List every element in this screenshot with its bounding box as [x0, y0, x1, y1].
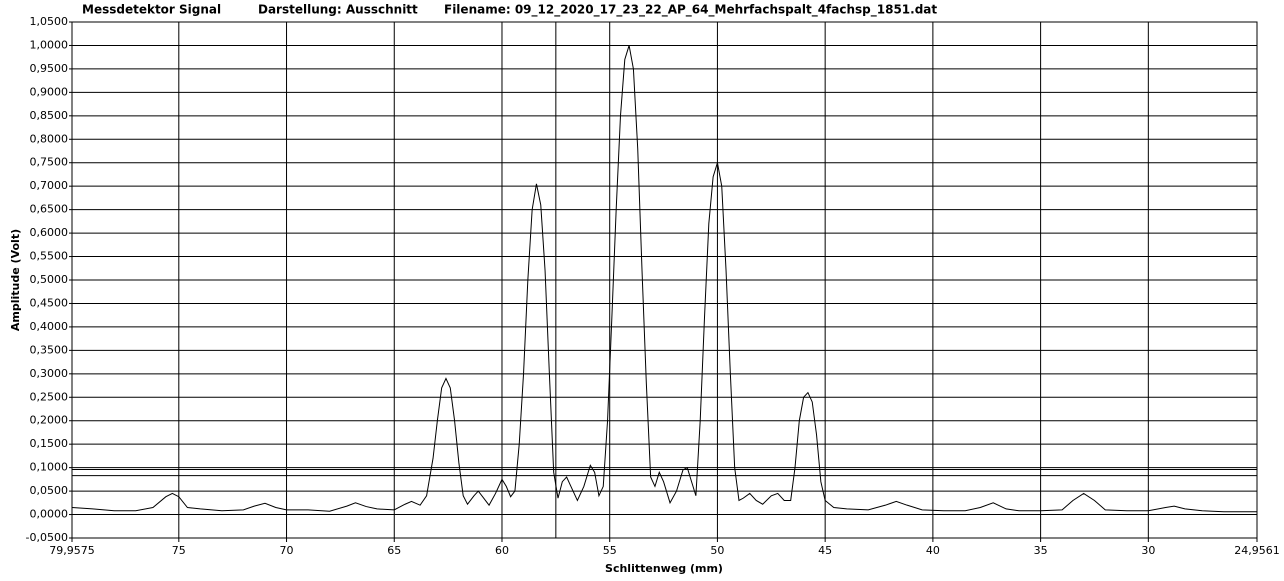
y-tick-label: 0,4000 [30, 320, 69, 333]
y-tick-label: 0,3000 [30, 367, 69, 380]
x-tick-label: 30 [1141, 544, 1155, 557]
y-tick-label: 0,7500 [30, 156, 69, 169]
chart-subtitle: Darstellung: Ausschnitt [258, 3, 418, 17]
y-tick-label: 0,0500 [30, 484, 69, 497]
y-tick-label: 0,0000 [30, 508, 69, 521]
y-tick-label: 0,9500 [30, 62, 69, 75]
y-tick-label: 0,8000 [30, 132, 69, 145]
y-tick-label: 0,8500 [30, 109, 69, 122]
x-tick-label: 75 [172, 544, 186, 557]
x-tick-label: 35 [1034, 544, 1048, 557]
y-tick-label: 0,3500 [30, 343, 69, 356]
y-tick-label: 0,9000 [30, 85, 69, 98]
y-tick-label: 0,5500 [30, 250, 69, 263]
y-tick-label: 1,0500 [30, 15, 69, 28]
x-tick-label: 60 [495, 544, 509, 557]
x-tick-label: 40 [926, 544, 940, 557]
x-tick-label: 79,9575 [49, 544, 95, 557]
plot-frame [71, 21, 1258, 539]
y-tick-label: 0,4500 [30, 296, 69, 309]
y-tick-label: 0,6500 [30, 203, 69, 216]
y-tick-label: 0,7000 [30, 179, 69, 192]
chart-title: Messdetektor Signal [82, 3, 221, 17]
y-axis-label: Amplitude (Volt) [9, 229, 22, 331]
x-axis-label: Schlittenweg (mm) [605, 562, 723, 575]
y-tick-label: 1,0000 [30, 38, 69, 51]
x-tick-label: 24,9561 [1234, 544, 1280, 557]
y-tick-label: 0,2000 [30, 414, 69, 427]
x-tick-label: 65 [387, 544, 401, 557]
y-tick-label: 0,6000 [30, 226, 69, 239]
x-tick-label: 50 [710, 544, 724, 557]
x-tick-label: 55 [603, 544, 617, 557]
y-tick-label: 0,2500 [30, 390, 69, 403]
x-tick-label: 70 [280, 544, 294, 557]
y-tick-label: 0,1000 [30, 461, 69, 474]
y-tick-label: -0,0500 [26, 531, 68, 544]
y-tick-label: 0,1500 [30, 437, 69, 450]
filename: Filename: 09_12_2020_17_23_22_AP_64_Mehr… [444, 3, 937, 18]
signal-line [72, 45, 1257, 513]
x-tick-label: 45 [818, 544, 832, 557]
y-tick-label: 0,5000 [30, 273, 69, 286]
